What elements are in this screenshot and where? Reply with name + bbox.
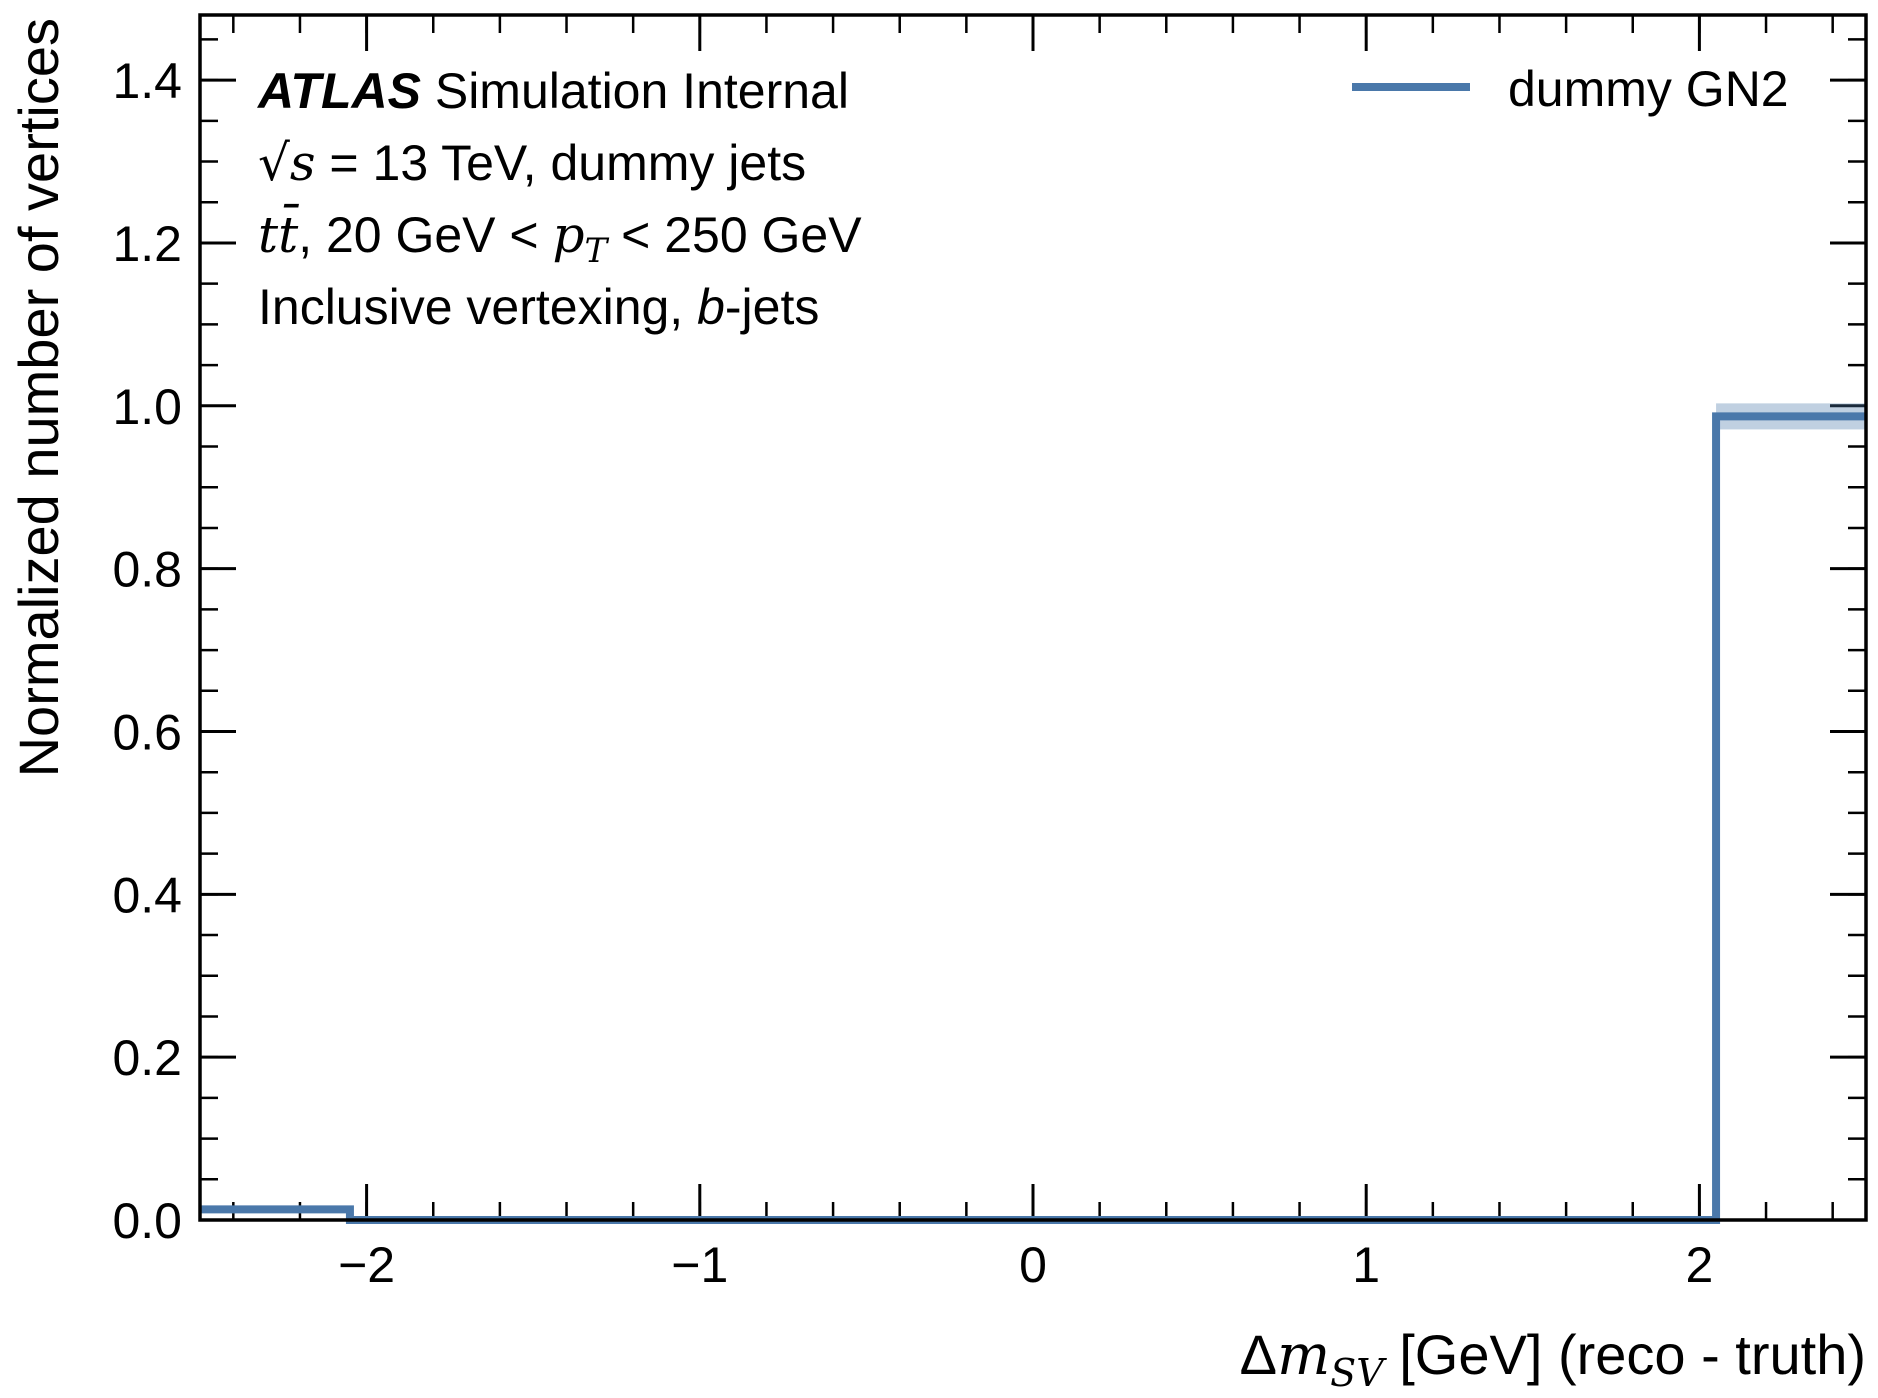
vertexing-label: Inclusive vertexing, b-jets [258,279,819,335]
y-tick-label: 1.2 [112,216,182,272]
y-tick-label: 0.8 [112,542,182,598]
x-label-var: m [1277,1323,1330,1388]
pt-range-end: < 250 GeV [607,207,862,263]
selection-label: tt̄, 20 GeV < pT < 250 GeV [258,203,862,271]
energy-label: √s = 13 TeV, dummy jets [258,134,806,192]
atlas-word: ATLAS [256,63,421,119]
uncertainty-bands [200,403,1866,1213]
x-tick-label: 2 [1685,1237,1713,1293]
vertexing-post: -jets [725,279,819,335]
y-tick-label: 1.4 [112,53,182,109]
legend: dummy GN2 [1352,61,1789,117]
y-tick-label: 0.2 [112,1030,182,1086]
pt-symbol: p [553,206,585,264]
pt-range-mid: , 20 GeV < [298,207,552,263]
y-tick-label: 0.4 [112,867,182,923]
x-label-sub: SV [1330,1351,1387,1395]
tick-labels: −2 −1 0 1 2 0.0 0.2 0.4 0.6 0.8 1.0 1.2 1.4 [112,53,1713,1293]
sqrt-s: √s [258,134,316,192]
y-tick-label: 0.6 [112,704,182,760]
x-axis-label: ΔmSV [GeV] (reco - truth) [1240,1323,1866,1395]
x-tick-label: −2 [338,1237,395,1293]
energy-rest: = 13 TeV, dummy jets [316,135,807,191]
ttbar: tt̄ [258,203,299,264]
atlas-label: ATLAS Simulation Internal [256,63,849,119]
x-label-delta: Δ [1240,1323,1277,1386]
legend-label-dummy-gn2: dummy GN2 [1508,61,1789,117]
y-tick-label: 1.0 [112,379,182,435]
atlas-suffix: Simulation Internal [421,63,849,119]
plot-frame [198,13,1868,1222]
histogram-step-line [200,412,1866,1224]
y-axis-label: Normalized number of vertices [7,18,70,777]
vertexing-pre: Inclusive vertexing, [258,279,697,335]
x-label-suffix: [GeV] (reco - truth) [1384,1323,1866,1386]
major-ticks [200,15,1866,1222]
minor-ticks [200,15,1866,1222]
pt-subscript: T [585,231,610,271]
x-tick-label: 1 [1352,1237,1380,1293]
x-tick-label: 0 [1019,1237,1047,1293]
y-tick-label: 0.0 [112,1193,182,1249]
b-letter: b [697,279,725,335]
x-tick-label: −1 [671,1237,728,1293]
series-lines [200,412,1866,1224]
